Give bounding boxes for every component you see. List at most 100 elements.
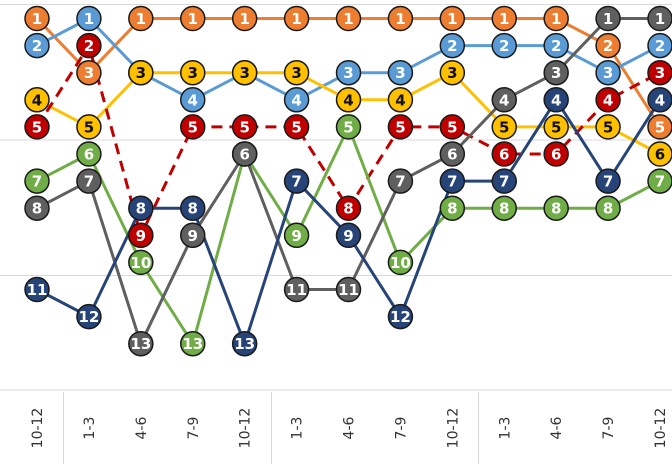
rank-label: 4	[655, 91, 665, 109]
rank-label: 8	[551, 200, 561, 218]
rank-marker	[231, 330, 258, 357]
rank-marker	[24, 32, 50, 59]
rank-marker	[387, 5, 414, 32]
rank-marker	[647, 87, 672, 113]
rank-marker	[387, 87, 414, 113]
rank-label: 7	[499, 173, 509, 191]
rank-marker	[335, 276, 362, 303]
rank-label: 1	[655, 10, 665, 28]
rank-marker	[231, 114, 258, 140]
rank-marker	[491, 114, 517, 140]
rank-label: 9	[291, 227, 301, 245]
rank-label: 8	[447, 200, 457, 218]
rank-marker	[335, 5, 362, 32]
x-tick-label: 7-9	[601, 417, 617, 440]
rank-label: 5	[551, 118, 561, 136]
rank-label: 4	[551, 91, 561, 109]
rank-label: 5	[32, 118, 42, 136]
rank-marker	[76, 114, 102, 140]
rank-marker	[647, 59, 672, 86]
rank-marker	[491, 5, 517, 32]
rank-marker	[439, 114, 466, 140]
rank-label: 7	[291, 173, 301, 191]
rank-marker	[335, 87, 362, 113]
rank-label: 1	[499, 10, 509, 28]
rank-label: 5	[291, 118, 301, 136]
rank-label: 1	[84, 10, 94, 28]
rank-marker	[128, 249, 154, 276]
rank-marker	[180, 5, 206, 32]
rank-label: 1	[551, 10, 561, 28]
rank-marker	[180, 330, 206, 357]
rank-label: 12	[78, 308, 99, 326]
rank-label: 3	[239, 64, 249, 82]
rank-label: 7	[447, 173, 457, 191]
rank-marker	[24, 276, 50, 303]
rank-marker	[387, 249, 414, 276]
rank-marker	[24, 114, 50, 140]
rank-marker	[283, 5, 310, 32]
rank-label: 5	[603, 118, 613, 136]
rank-marker	[543, 195, 569, 221]
rank-marker	[180, 59, 206, 86]
x-tick-label: 7-9	[393, 417, 409, 440]
rank-marker	[647, 141, 672, 167]
rank-marker	[491, 87, 517, 113]
rank-marker	[595, 5, 621, 32]
rank-label: 2	[551, 37, 561, 55]
rank-label: 1	[32, 10, 42, 28]
rank-label: 4	[395, 91, 405, 109]
rank-marker	[180, 114, 206, 140]
rank-marker	[491, 168, 517, 194]
rank-label: 10	[130, 254, 151, 272]
rank-marker	[387, 168, 414, 194]
rank-label: 2	[84, 37, 94, 55]
x-tick-label: 4-6	[549, 416, 565, 439]
rank-marker	[128, 5, 154, 32]
x-tick-label: 1-3	[497, 417, 513, 440]
rank-label: 8	[603, 200, 613, 218]
rank-label: 6	[84, 146, 94, 164]
rank-marker	[647, 114, 672, 140]
rank-marker	[231, 5, 258, 32]
rank-label: 3	[136, 64, 146, 82]
rank-marker	[491, 195, 517, 221]
rank-marker	[283, 87, 310, 113]
rank-marker	[76, 303, 102, 330]
rank-label: 5	[655, 118, 665, 136]
rank-marker	[24, 195, 50, 221]
rank-marker	[543, 114, 569, 140]
rank-label: 4	[343, 91, 353, 109]
rank-marker	[491, 141, 517, 167]
rank-marker	[128, 59, 154, 86]
rank-label: 3	[551, 64, 561, 82]
rank-label: 5	[395, 118, 405, 136]
rank-marker	[387, 59, 414, 86]
rank-label: 7	[395, 173, 405, 191]
rank-marker	[543, 32, 569, 59]
rank-label: 1	[447, 10, 457, 28]
rank-label: 5	[84, 118, 94, 136]
rank-marker	[128, 222, 154, 249]
rank-label: 8	[188, 200, 198, 218]
rank-marker	[24, 87, 50, 113]
rank-marker	[439, 5, 466, 32]
rank-label: 3	[447, 64, 457, 82]
x-tick-label: 10-12	[445, 408, 461, 449]
rank-label: 6	[551, 146, 561, 164]
rank-marker	[335, 114, 362, 140]
rank-label: 8	[32, 200, 42, 218]
rank-label: 5	[239, 118, 249, 136]
rank-label: 13	[182, 335, 203, 353]
rank-label: 5	[343, 118, 353, 136]
rank-marker	[231, 141, 258, 167]
x-tick-label: 4-6	[134, 416, 150, 439]
rank-label: 6	[447, 146, 457, 164]
rank-label: 4	[499, 91, 509, 109]
x-tick-label: 1-3	[82, 417, 98, 440]
rank-label: 2	[447, 37, 457, 55]
rank-label: 13	[130, 335, 151, 353]
rank-label: 2	[32, 37, 42, 55]
rank-marker	[595, 32, 621, 59]
